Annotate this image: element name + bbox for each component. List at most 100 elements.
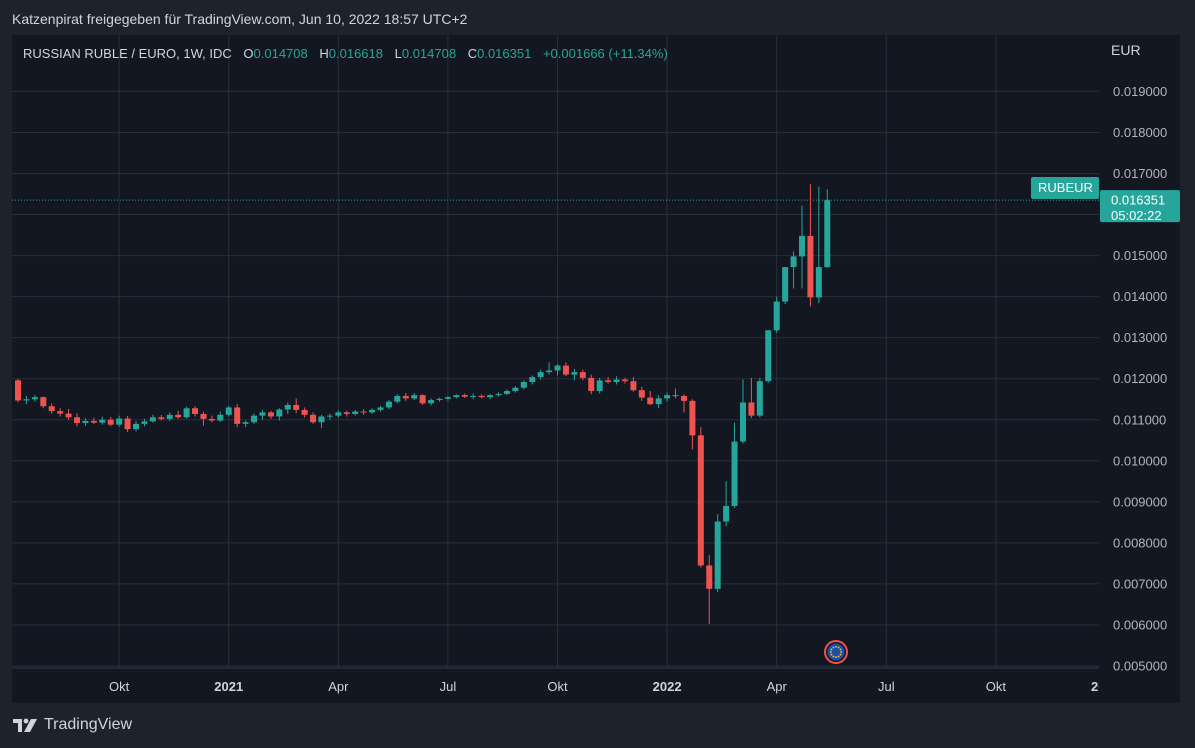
candle-body (461, 395, 468, 397)
time-tick-label: Apr (328, 679, 349, 694)
candle-body (638, 390, 645, 398)
candle-body (192, 408, 199, 415)
high-value: 0.016618 (328, 46, 383, 61)
candle-body (23, 399, 30, 401)
candle-body (31, 397, 38, 400)
candle-body (335, 412, 342, 416)
candle-body (537, 372, 544, 378)
time-tick-label: Jul (878, 679, 895, 694)
candle-body (790, 256, 797, 268)
candle-body (48, 406, 55, 412)
candle-body (520, 381, 527, 388)
candle-body (394, 395, 401, 402)
candle-body (807, 235, 814, 298)
price-axis[interactable]: EUR 0.0190000.0180000.0170000.0160000.01… (1099, 35, 1180, 703)
last-price-value: 0.016351 (1111, 193, 1165, 208)
last-price-tag: 0.016351 05:02:22 (1100, 190, 1180, 223)
candle-body (234, 407, 241, 424)
candle-body (90, 420, 97, 423)
eu-star (837, 646, 840, 649)
price-tick-label: 0.014000 (1113, 289, 1167, 304)
grid-lines (12, 35, 1099, 703)
candle-body (175, 414, 182, 418)
candle-body (723, 505, 730, 522)
candle-body (360, 411, 367, 413)
candle-body (377, 407, 384, 410)
eu-star (830, 648, 833, 651)
eu-flag-icon[interactable] (824, 640, 848, 664)
bar-countdown: 05:02:22 (1111, 208, 1162, 223)
candle-body (554, 365, 561, 371)
candle-body (529, 377, 536, 382)
candle-body (512, 387, 519, 392)
eu-star (839, 653, 842, 656)
brand-name: TradingView (44, 716, 133, 733)
time-tick-label: 2022 (653, 679, 682, 694)
candle-body (714, 521, 721, 589)
candle-body (419, 395, 426, 404)
time-tick-label: 2021 (214, 679, 243, 694)
candle-body (588, 377, 595, 392)
chart-area[interactable]: Okt 2021 Apr Jul Okt 2022 Apr Jul Okt 2023 RUSSIA… (12, 35, 1099, 703)
candle-body (706, 565, 713, 589)
eu-star (830, 653, 833, 656)
candle-body (546, 370, 553, 373)
time-tick-label: Apr (767, 679, 788, 694)
price-tick-label: 0.008000 (1113, 535, 1167, 550)
footer-brand[interactable]: TradingView (12, 716, 132, 734)
candle-body (453, 395, 460, 398)
candle-body (815, 267, 822, 298)
time-tick-label: Okt (547, 679, 568, 694)
candle-body (251, 415, 258, 423)
candle-body (487, 395, 494, 398)
candle-body (664, 395, 671, 399)
time-axis: Okt 2021 Apr Jul Okt 2022 Apr Jul Okt 2023 (109, 679, 1099, 694)
candle-body (655, 398, 662, 405)
candle-body (124, 418, 131, 430)
candle-body (208, 418, 215, 421)
candle-body (697, 435, 704, 566)
candle-body (57, 411, 64, 414)
candle-body (82, 420, 89, 424)
price-tick-label: 0.017000 (1113, 166, 1167, 181)
ticker-label: RUBEUR (1038, 180, 1093, 195)
price-scale[interactable]: EUR 0.0190000.0180000.0170000.0160000.01… (1099, 35, 1180, 703)
candle-body (343, 412, 350, 415)
candle-body (579, 372, 586, 378)
candle-body (402, 395, 409, 399)
candle-body (596, 380, 603, 392)
candle-body (293, 404, 300, 410)
price-tick-label: 0.013000 (1113, 330, 1167, 345)
candle-body (798, 235, 805, 257)
candle-body (428, 400, 435, 404)
candle-body (158, 417, 165, 419)
candle-body (689, 400, 696, 436)
candle-body (444, 397, 451, 399)
candle-body (478, 395, 485, 398)
tradingview-logo-icon (13, 718, 37, 732)
open-value: 0.014708 (253, 46, 308, 61)
price-tick-label: 0.015000 (1113, 248, 1167, 263)
eu-star (839, 648, 842, 651)
eu-star (840, 651, 843, 653)
candle-body (259, 412, 266, 416)
candle-body (385, 401, 392, 408)
candle-body (276, 409, 283, 417)
high-label: H (319, 46, 329, 61)
close-label: C (467, 46, 478, 61)
candle-body (149, 417, 156, 422)
price-tick-label: 0.010000 (1113, 453, 1167, 468)
candle-body (352, 411, 359, 415)
candle-body (571, 372, 578, 375)
candle-body (739, 402, 746, 442)
candle-body (731, 441, 738, 506)
candle-body (141, 421, 148, 424)
candle-body (74, 417, 81, 424)
candle-body (503, 391, 510, 394)
candle-body (65, 413, 72, 418)
candle-body (116, 418, 123, 425)
time-tick-label: Okt (986, 679, 1007, 694)
eu-star (832, 646, 835, 649)
close-value: 0.016351 (477, 46, 532, 61)
candlestick-chart[interactable]: Okt 2021 Apr Jul Okt 2022 Apr Jul Okt 2023 (12, 35, 1099, 703)
